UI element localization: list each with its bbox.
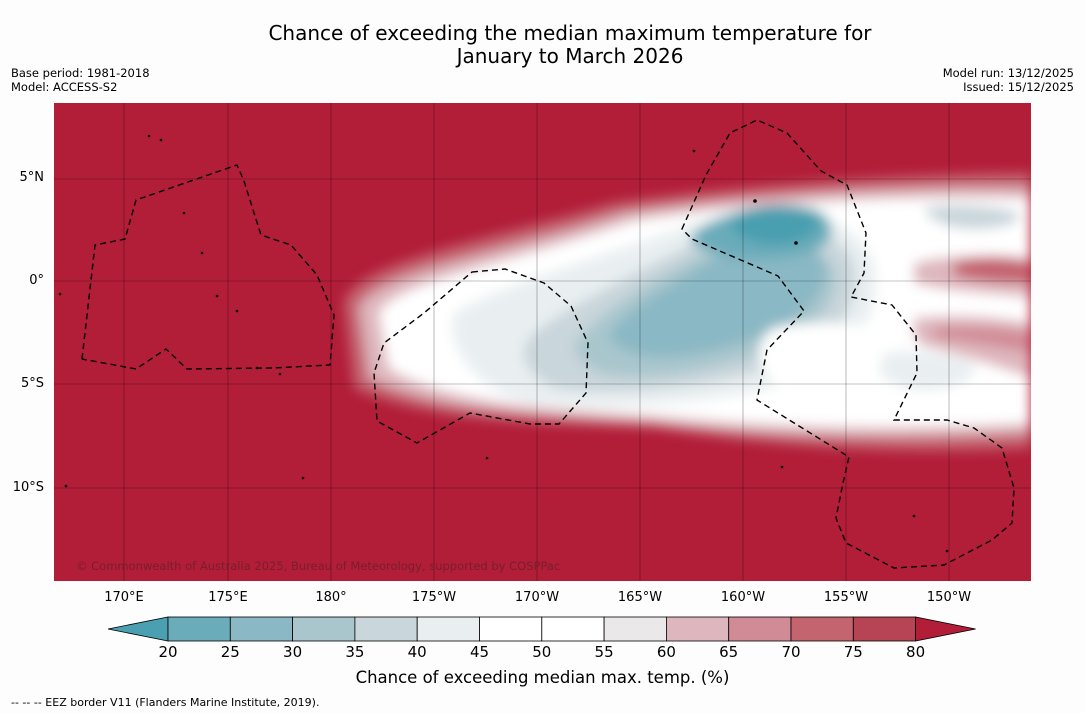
islands bbox=[58, 134, 949, 553]
base-period: Base period: 1981-2018 bbox=[11, 66, 150, 80]
colorbar-tick-label: 55 bbox=[594, 643, 614, 661]
title-line-2: January to March 2026 bbox=[456, 44, 684, 68]
issued-date: Issued: 15/12/2025 bbox=[963, 80, 1074, 94]
lat-label-5n: 5°N bbox=[19, 170, 45, 185]
colorbar-cell bbox=[292, 616, 356, 642]
lat-label-10s: 10°S bbox=[12, 480, 44, 495]
colorbar-label: Chance of exceeding median max. temp. (%… bbox=[355, 668, 730, 687]
lon-label: 170°W bbox=[514, 590, 560, 605]
lat-label-5s: 5°S bbox=[20, 376, 44, 391]
colorbar-tick-label: 80 bbox=[906, 643, 926, 661]
anomaly-contours bbox=[344, 173, 1031, 451]
colorbar-tick-label: 60 bbox=[656, 643, 676, 661]
lon-label: 155°W bbox=[823, 590, 869, 605]
colorbar-cell bbox=[728, 616, 792, 642]
colorbar-arrow-low bbox=[107, 616, 169, 642]
colorbar-cell bbox=[229, 616, 294, 642]
lat-label-0: 0° bbox=[29, 273, 44, 288]
colorbar-cell bbox=[354, 616, 418, 642]
eez-borders bbox=[81, 119, 1015, 569]
lon-label: 175°W bbox=[411, 590, 457, 605]
colorbar-tick-label: 50 bbox=[532, 643, 552, 661]
meta-left: Base period: 1981-2018 Model: ACCESS-S2 bbox=[11, 66, 150, 94]
model-name: Model: ACCESS-S2 bbox=[11, 80, 118, 94]
colorbar-tick-label: 45 bbox=[469, 643, 490, 661]
lon-label: 180° bbox=[315, 590, 347, 605]
title-line-1: Chance of exceeding the median maximum t… bbox=[268, 21, 872, 45]
colorbar-cell bbox=[603, 616, 667, 642]
colorbar-cell bbox=[790, 616, 854, 642]
colorbar-tick-label: 25 bbox=[220, 643, 240, 661]
colorbar-tick-label: 30 bbox=[283, 643, 303, 661]
colorbar-cell bbox=[479, 616, 543, 642]
lon-label: 160°W bbox=[720, 590, 766, 605]
colorbar bbox=[107, 616, 976, 642]
probability-map bbox=[54, 103, 1031, 581]
colorbar-cells bbox=[107, 616, 976, 642]
colorbar-tick-label: 20 bbox=[158, 643, 178, 661]
graticule bbox=[54, 103, 1031, 581]
colorbar-tick-label: 40 bbox=[407, 643, 427, 661]
colorbar-tick-label: 70 bbox=[781, 643, 801, 661]
colorbar-cell bbox=[416, 616, 480, 642]
colorbar-cell bbox=[167, 616, 231, 642]
colorbar-cell bbox=[541, 616, 605, 642]
lon-label: 150°W bbox=[926, 590, 972, 605]
lon-label: 175°E bbox=[208, 590, 248, 605]
lon-label: 165°W bbox=[617, 590, 663, 605]
colorbar-arrow-high bbox=[915, 616, 976, 642]
meta-right: Model run: 13/12/2025 Issued: 15/12/2025 bbox=[943, 66, 1074, 94]
colorbar-tick-label: 35 bbox=[345, 643, 365, 661]
map-title: Chance of exceeding the median maximum t… bbox=[150, 22, 990, 68]
colorbar-tick-label: 65 bbox=[719, 643, 739, 661]
copyright-notice: © Commonwealth of Australia 2025, Bureau… bbox=[76, 559, 561, 573]
colorbar-cell bbox=[852, 616, 916, 642]
lon-label: 170°E bbox=[104, 590, 144, 605]
colorbar-cell bbox=[666, 616, 730, 642]
eez-legend-note: -- -- -- EEZ border V11 (Flanders Marine… bbox=[11, 696, 320, 709]
colorbar-tick-label: 75 bbox=[843, 643, 863, 661]
model-run: Model run: 13/12/2025 bbox=[942, 66, 1074, 80]
